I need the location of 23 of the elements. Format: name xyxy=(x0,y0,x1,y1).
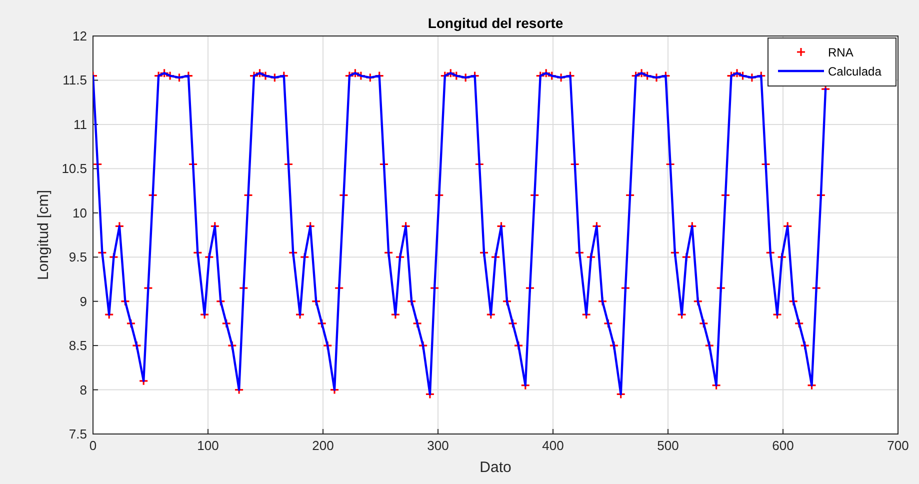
x-tick-label: 400 xyxy=(542,438,564,453)
x-tick-label: 300 xyxy=(427,438,449,453)
x-tick-label: 100 xyxy=(197,438,219,453)
x-tick-label: 700 xyxy=(887,438,909,453)
y-tick-label: 9.5 xyxy=(68,250,87,265)
y-tick-label: 10.5 xyxy=(62,161,87,176)
x-axis-title: Dato xyxy=(480,459,512,476)
x-tick-label: 500 xyxy=(657,438,679,453)
legend-label: Calculada xyxy=(828,64,882,78)
x-tick-label: 200 xyxy=(312,438,334,453)
y-tick-label: 10 xyxy=(72,205,87,220)
y-tick-label: 9 xyxy=(80,294,87,309)
chart-title: Longitud del resorte xyxy=(428,15,564,31)
y-tick-label: 11.5 xyxy=(62,72,87,88)
x-tick-label: 600 xyxy=(772,438,794,453)
y-tick-label: 7.5 xyxy=(68,426,87,442)
y-tick-label: 8 xyxy=(80,382,87,398)
y-tick-label: 12 xyxy=(72,28,87,44)
y-tick-label: 8.5 xyxy=(68,338,87,354)
x-tick-label: 0 xyxy=(89,438,97,453)
y-axis-title: Longitud [cm] xyxy=(35,190,52,280)
legend-label: RNA xyxy=(828,46,854,60)
y-tick-label: 11 xyxy=(74,116,87,132)
